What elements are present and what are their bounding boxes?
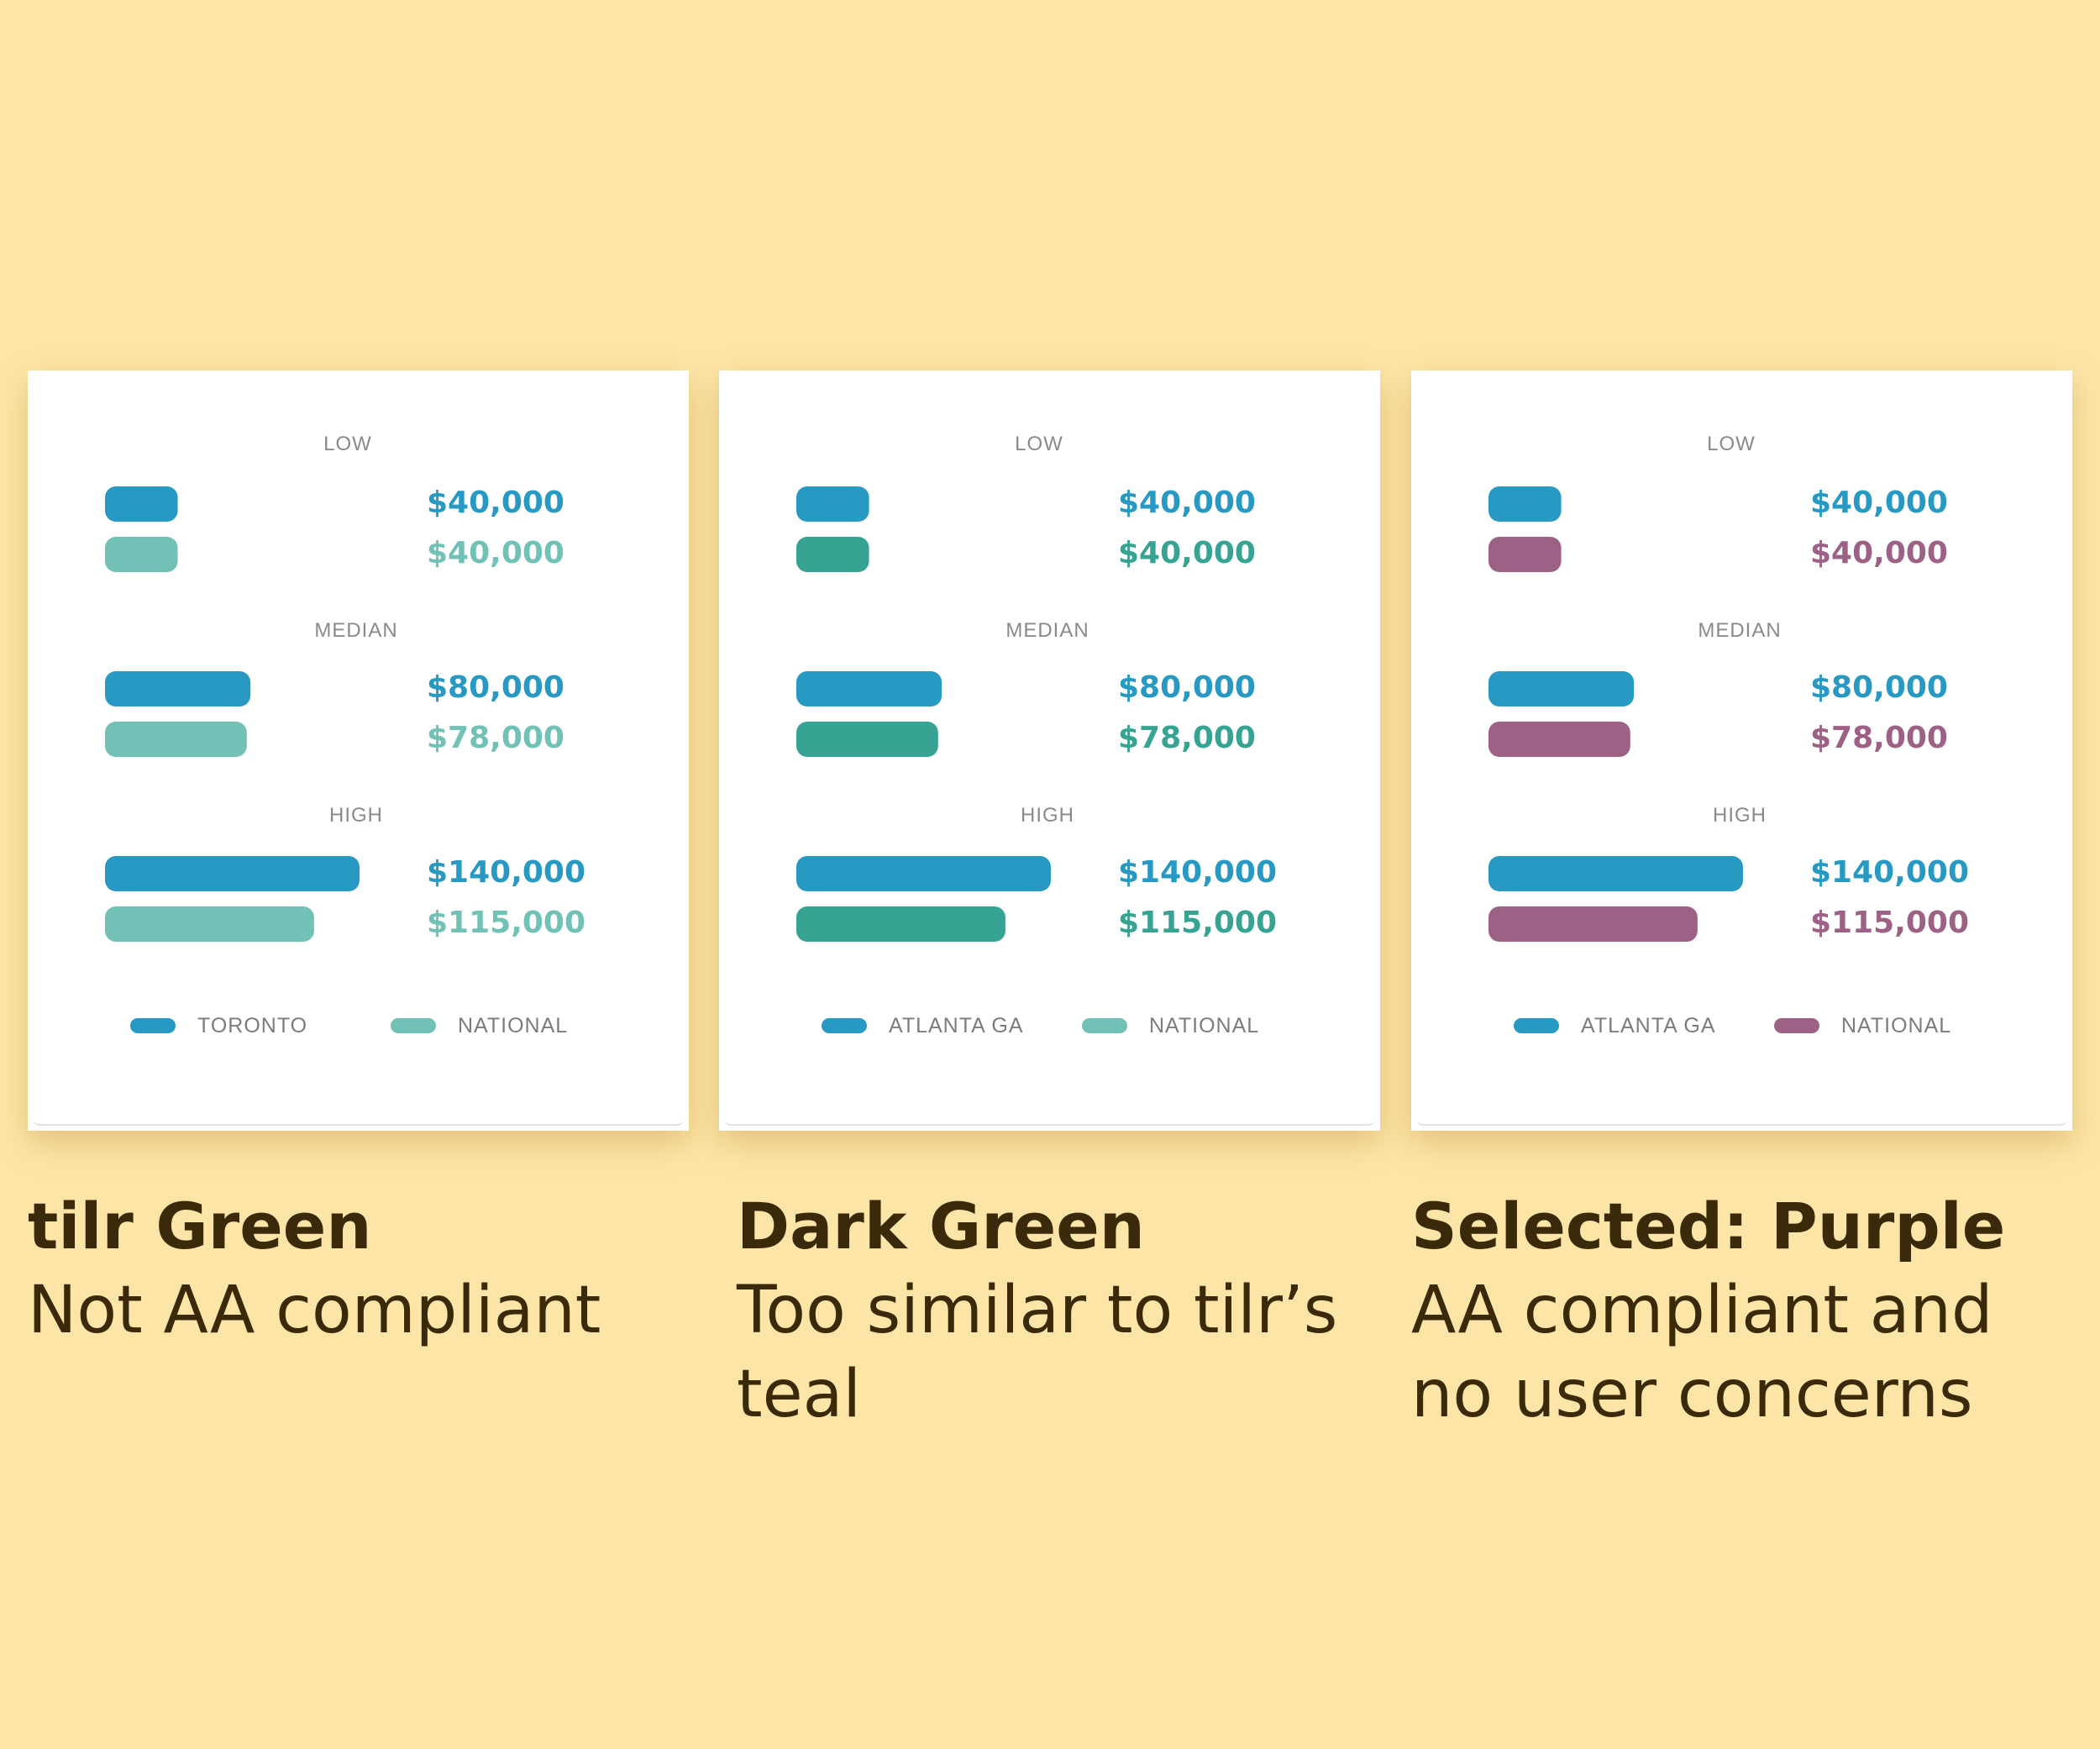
bar-low-national bbox=[105, 537, 178, 572]
bar-low-primary bbox=[105, 486, 178, 522]
value-label-low-national: $40,000 bbox=[1118, 536, 1256, 570]
bar-high-national bbox=[1488, 906, 1698, 942]
value-label-high-national: $115,000 bbox=[1118, 906, 1278, 940]
legend-item-national: NATIONAL bbox=[1082, 1013, 1259, 1038]
value-label-low-primary: $40,000 bbox=[1118, 486, 1256, 520]
value-label-low-primary: $40,000 bbox=[1810, 486, 1948, 520]
value-label-low-national: $40,000 bbox=[427, 536, 564, 570]
legend-swatch-national bbox=[1774, 1018, 1819, 1033]
bar-high-primary bbox=[796, 856, 1051, 891]
value-label-high-primary: $140,000 bbox=[1118, 855, 1278, 890]
bar-median-primary bbox=[105, 671, 251, 706]
chart-card-purple: LOW MEDIAN HIGH $40,000 $40,000 $80,000 … bbox=[1411, 370, 2072, 1131]
legend-swatch-primary bbox=[822, 1018, 867, 1033]
bar-high-national bbox=[105, 906, 314, 942]
bar-median-primary bbox=[1488, 671, 1635, 706]
bar-median-primary bbox=[796, 671, 942, 706]
value-label-low-primary: $40,000 bbox=[427, 486, 564, 520]
value-label-median-national: $78,000 bbox=[427, 721, 564, 755]
value-label-low-national: $40,000 bbox=[1810, 536, 1948, 570]
legend-item-primary: TORONTO bbox=[130, 1013, 307, 1038]
value-label-median-primary: $80,000 bbox=[427, 670, 564, 705]
legend-swatch-national bbox=[1082, 1018, 1127, 1033]
caption-tilr-green: tilr Green Not AA compliant bbox=[28, 1184, 666, 1352]
legend-item-national: NATIONAL bbox=[391, 1013, 568, 1038]
chart-card-tilr-green: LOW MEDIAN HIGH $40,000 $40,000 $80,000 … bbox=[28, 370, 689, 1131]
caption-title: Selected: Purple bbox=[1411, 1189, 2006, 1263]
bar-low-national bbox=[796, 537, 869, 572]
bar-low-national bbox=[1488, 537, 1562, 572]
bar-low-primary bbox=[796, 486, 869, 522]
group-label-high: HIGH bbox=[1713, 804, 1767, 827]
legend-swatch-primary bbox=[130, 1018, 176, 1033]
caption-title: tilr Green bbox=[28, 1189, 372, 1263]
value-label-high-national: $115,000 bbox=[427, 906, 586, 940]
bar-chart bbox=[796, 486, 1051, 942]
bar-low-primary bbox=[1488, 486, 1562, 522]
group-label-median: MEDIAN bbox=[1005, 619, 1089, 642]
caption-subtitle: Too similar to tilr’s teal bbox=[737, 1273, 1338, 1432]
bar-chart bbox=[105, 486, 360, 942]
group-label-high: HIGH bbox=[1021, 804, 1074, 827]
legend-label-national: NATIONAL bbox=[1841, 1013, 1952, 1037]
card-border bbox=[1416, 370, 2067, 1126]
legend-label-primary: TORONTO bbox=[197, 1013, 308, 1037]
chart-card-dark-green: LOW MEDIAN HIGH $40,000 $40,000 $80,000 … bbox=[719, 370, 1380, 1131]
bar-high-primary bbox=[105, 856, 360, 891]
value-label-median-primary: $80,000 bbox=[1810, 670, 1948, 705]
legend-label-primary: ATLANTA GA bbox=[1581, 1013, 1716, 1037]
group-label-low: LOW bbox=[1015, 433, 1063, 455]
value-label-median-primary: $80,000 bbox=[1118, 670, 1256, 705]
legend-label-national: NATIONAL bbox=[1149, 1013, 1260, 1037]
legend-label-national: NATIONAL bbox=[458, 1013, 569, 1037]
legend-item-national: NATIONAL bbox=[1774, 1013, 1951, 1038]
bar-high-national bbox=[796, 906, 1005, 942]
card-border bbox=[33, 370, 684, 1126]
bar-high-primary bbox=[1488, 856, 1743, 891]
bar-median-national bbox=[796, 722, 938, 757]
caption-dark-green: Dark Green Too similar to tilr’s teal bbox=[737, 1184, 1375, 1436]
value-label-high-primary: $140,000 bbox=[1810, 855, 1970, 890]
value-label-median-national: $78,000 bbox=[1118, 721, 1256, 755]
group-label-median: MEDIAN bbox=[1698, 619, 1782, 642]
caption-subtitle: Not AA compliant bbox=[28, 1273, 601, 1348]
value-label-high-primary: $140,000 bbox=[427, 855, 586, 890]
caption-purple: Selected: Purple AA compliant and no use… bbox=[1411, 1184, 2050, 1436]
legend-item-primary: ATLANTA GA bbox=[1514, 1013, 1716, 1038]
bar-median-national bbox=[1488, 722, 1630, 757]
legend-item-primary: ATLANTA GA bbox=[822, 1013, 1024, 1038]
value-label-high-national: $115,000 bbox=[1810, 906, 1970, 940]
group-label-low: LOW bbox=[323, 433, 372, 455]
legend-swatch-national bbox=[391, 1018, 436, 1033]
legend-swatch-primary bbox=[1514, 1018, 1559, 1033]
group-label-high: HIGH bbox=[329, 804, 383, 827]
caption-title: Dark Green bbox=[737, 1189, 1145, 1263]
card-border bbox=[724, 370, 1375, 1126]
value-label-median-national: $78,000 bbox=[1810, 721, 1948, 755]
caption-subtitle: AA compliant and no user concerns bbox=[1411, 1273, 1993, 1432]
group-label-low: LOW bbox=[1707, 433, 1756, 455]
bar-median-national bbox=[105, 722, 247, 757]
bar-chart bbox=[1488, 486, 1743, 942]
group-label-median: MEDIAN bbox=[314, 619, 398, 642]
legend-label-primary: ATLANTA GA bbox=[889, 1013, 1024, 1037]
